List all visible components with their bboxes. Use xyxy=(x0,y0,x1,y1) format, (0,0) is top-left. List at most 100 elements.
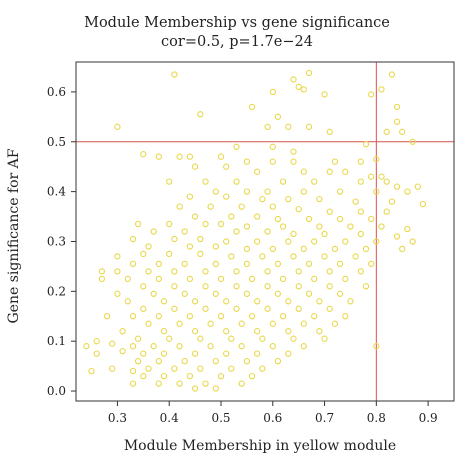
data-point xyxy=(191,385,199,392)
data-point xyxy=(336,215,344,223)
data-point xyxy=(399,128,406,135)
data-point xyxy=(166,250,173,258)
data-point xyxy=(248,313,256,320)
data-point xyxy=(233,228,240,235)
data-point xyxy=(274,357,282,365)
data-point xyxy=(145,243,152,250)
data-point xyxy=(269,158,276,165)
data-point xyxy=(290,76,297,83)
data-point xyxy=(254,238,261,245)
data-point xyxy=(336,260,344,268)
y-axis-label: Gene significance for AF xyxy=(6,148,22,324)
y-tick-label: 0.0 xyxy=(47,384,66,398)
data-point xyxy=(197,335,204,342)
data-point xyxy=(155,313,162,320)
data-point xyxy=(357,158,364,165)
data-point xyxy=(321,91,328,98)
data-point xyxy=(274,290,282,297)
data-point xyxy=(383,178,390,185)
data-point xyxy=(285,298,292,305)
data-point xyxy=(357,230,364,238)
data-point xyxy=(259,253,266,260)
data-point xyxy=(228,365,235,372)
data-point xyxy=(368,173,375,180)
data-point xyxy=(305,290,313,297)
data-point xyxy=(269,343,276,350)
data-point xyxy=(155,260,162,268)
data-point xyxy=(103,313,111,320)
data-point xyxy=(295,268,302,275)
data-point xyxy=(290,148,297,155)
data-point xyxy=(316,328,323,335)
data-point xyxy=(238,380,245,387)
data-point xyxy=(373,343,380,350)
chart-subtitle: cor=0.5, p=1.7e−24 xyxy=(161,34,313,50)
x-tick-label: 0.4 xyxy=(160,411,179,425)
data-point xyxy=(378,173,385,180)
data-point xyxy=(336,290,344,297)
data-point xyxy=(129,367,137,375)
data-point xyxy=(305,69,313,77)
data-point xyxy=(409,138,416,145)
data-point xyxy=(114,268,121,275)
data-point xyxy=(98,275,106,283)
data-point xyxy=(181,260,188,268)
data-point xyxy=(114,290,121,297)
data-point xyxy=(129,260,137,268)
data-point xyxy=(393,118,401,125)
data-point xyxy=(212,243,219,250)
data-point xyxy=(197,365,204,372)
data-point xyxy=(357,268,364,275)
data-point xyxy=(155,153,162,160)
data-point xyxy=(238,343,245,350)
data-point xyxy=(129,343,137,350)
data-point xyxy=(342,168,349,175)
data-point xyxy=(269,245,276,253)
data-point xyxy=(290,158,297,165)
data-point xyxy=(295,283,302,290)
data-point xyxy=(176,380,183,387)
data-point xyxy=(259,195,266,203)
data-point xyxy=(191,163,199,170)
data-point xyxy=(347,223,354,230)
data-point xyxy=(269,88,276,96)
data-point xyxy=(176,203,183,210)
data-point xyxy=(181,290,188,297)
data-point xyxy=(399,245,406,253)
data-point xyxy=(290,230,297,238)
data-point xyxy=(300,168,307,175)
data-point xyxy=(191,328,199,335)
data-point xyxy=(362,283,370,290)
chart-title-block: Module Membership vs gene significance c… xyxy=(0,14,474,52)
x-tick-label: 0.5 xyxy=(211,411,230,425)
data-point xyxy=(248,275,256,283)
x-tick-label: 0.3 xyxy=(108,411,127,425)
data-point xyxy=(243,260,251,268)
data-point xyxy=(342,238,349,245)
data-point xyxy=(243,290,251,297)
data-point xyxy=(300,320,307,327)
data-point xyxy=(160,298,168,305)
data-point xyxy=(331,245,339,253)
data-point xyxy=(109,365,116,372)
data-point xyxy=(321,335,328,342)
data-point xyxy=(134,335,142,342)
data-point xyxy=(368,91,375,98)
data-point xyxy=(295,305,302,312)
y-tick-label: 0.2 xyxy=(47,284,66,298)
data-point xyxy=(171,365,178,372)
data-point xyxy=(248,372,256,380)
data-point xyxy=(316,195,323,203)
x-tick-label: 0.9 xyxy=(419,411,438,425)
data-point xyxy=(388,198,396,205)
data-point xyxy=(207,203,214,210)
data-point xyxy=(217,220,225,228)
data-point xyxy=(186,153,194,160)
data-point xyxy=(393,183,401,190)
data-point xyxy=(305,123,313,130)
data-point xyxy=(274,260,282,268)
data-point xyxy=(269,143,276,150)
data-point xyxy=(378,223,385,230)
data-point xyxy=(254,298,261,305)
